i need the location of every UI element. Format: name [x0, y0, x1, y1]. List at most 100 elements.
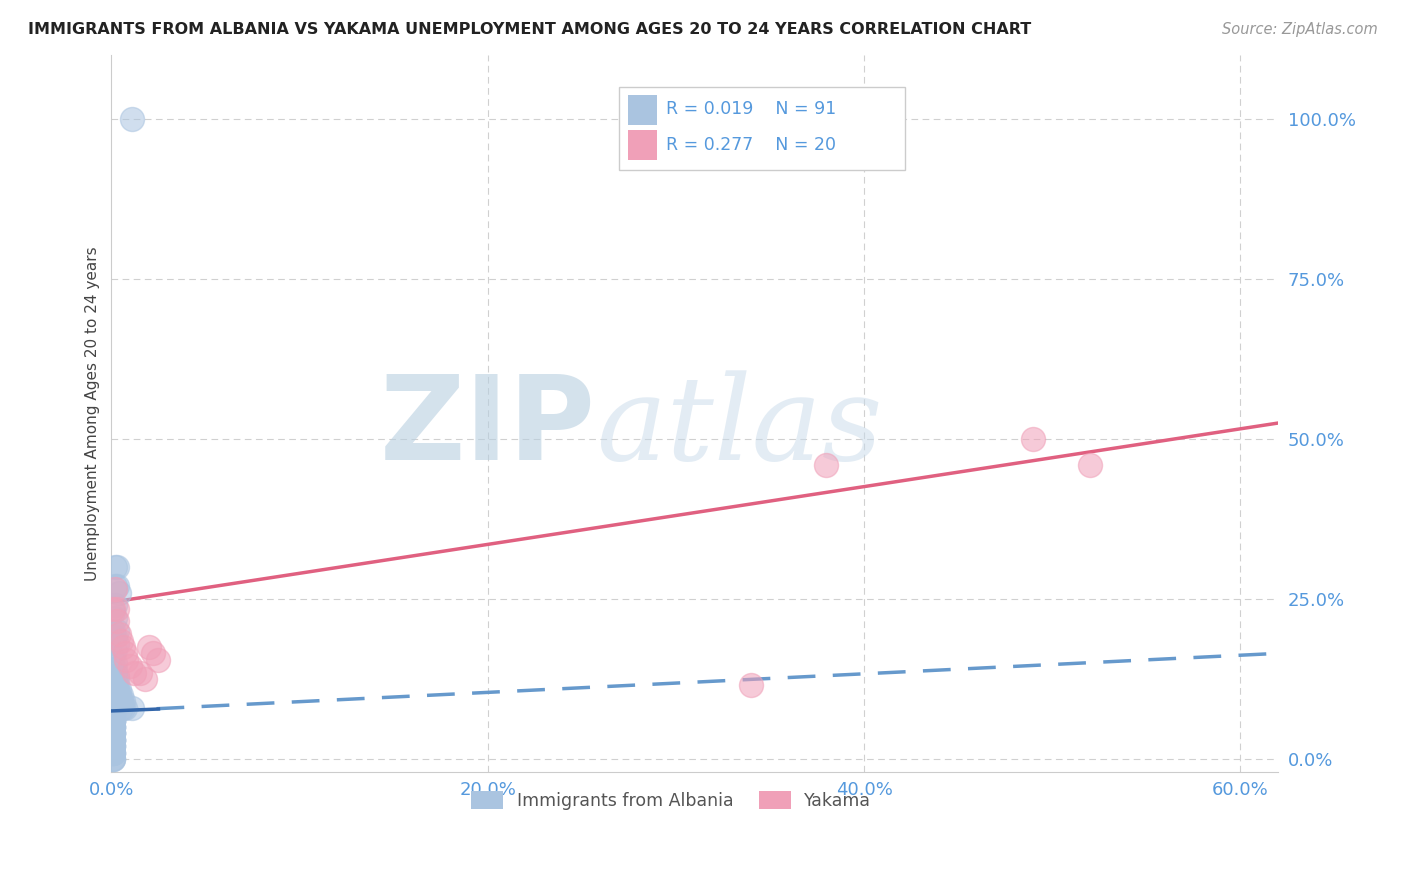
- Point: [103, 726, 125, 740]
- Point: [121, 700, 143, 714]
- Point: [104, 560, 127, 574]
- Point: [103, 720, 125, 734]
- Point: [103, 700, 125, 714]
- Point: [103, 726, 125, 740]
- Point: [103, 720, 125, 734]
- Point: [105, 681, 128, 696]
- Point: [110, 633, 132, 648]
- Point: [103, 714, 125, 728]
- Point: [108, 694, 131, 708]
- Point: [103, 726, 125, 740]
- Point: [114, 700, 136, 714]
- Point: [108, 627, 131, 641]
- Point: [103, 688, 125, 702]
- Point: [103, 732, 125, 747]
- Point: [103, 720, 125, 734]
- Point: [105, 560, 128, 574]
- Point: [103, 739, 125, 753]
- Point: [108, 681, 131, 696]
- Point: [103, 714, 125, 728]
- Point: [111, 700, 134, 714]
- Legend: Immigrants from Albania, Yakama: Immigrants from Albania, Yakama: [464, 784, 879, 817]
- Point: [103, 675, 125, 690]
- Point: [103, 739, 125, 753]
- Point: [103, 624, 125, 638]
- Point: [105, 624, 128, 638]
- Point: [103, 694, 125, 708]
- Point: [103, 714, 125, 728]
- Point: [103, 707, 125, 722]
- Point: [103, 707, 125, 722]
- Point: [111, 694, 134, 708]
- FancyBboxPatch shape: [628, 95, 658, 125]
- Point: [103, 675, 125, 690]
- Point: [103, 707, 125, 722]
- Point: [103, 714, 125, 728]
- Point: [103, 694, 125, 708]
- Point: [103, 694, 125, 708]
- Point: [108, 688, 131, 702]
- Point: [103, 732, 125, 747]
- Point: [103, 746, 125, 760]
- Point: [103, 681, 125, 696]
- Point: [138, 640, 160, 654]
- Point: [103, 739, 125, 753]
- Point: [103, 649, 125, 664]
- Point: [115, 653, 138, 667]
- Point: [103, 688, 125, 702]
- Point: [105, 637, 128, 651]
- Point: [105, 694, 128, 708]
- Point: [104, 675, 127, 690]
- Point: [105, 669, 128, 683]
- Text: ZIP: ZIP: [380, 370, 596, 485]
- Point: [103, 700, 125, 714]
- Point: [103, 752, 125, 766]
- Point: [103, 681, 125, 696]
- Point: [103, 720, 125, 734]
- Point: [103, 720, 125, 734]
- Point: [103, 726, 125, 740]
- Point: [103, 732, 125, 747]
- Point: [815, 458, 838, 472]
- Point: [110, 694, 132, 708]
- Point: [104, 662, 127, 676]
- Point: [103, 746, 125, 760]
- Point: [134, 672, 156, 686]
- Point: [103, 700, 125, 714]
- Point: [120, 659, 142, 673]
- Point: [104, 669, 127, 683]
- Point: [104, 579, 127, 593]
- Point: [103, 732, 125, 747]
- Point: [105, 688, 128, 702]
- Point: [103, 714, 125, 728]
- Point: [105, 675, 128, 690]
- Point: [104, 611, 127, 625]
- Point: [103, 669, 125, 683]
- Point: [103, 605, 125, 619]
- Point: [103, 746, 125, 760]
- Point: [104, 656, 127, 670]
- Point: [104, 643, 127, 657]
- Point: [105, 615, 128, 629]
- Point: [104, 669, 127, 683]
- Point: [142, 646, 165, 660]
- Point: [103, 707, 125, 722]
- Point: [103, 732, 125, 747]
- Y-axis label: Unemployment Among Ages 20 to 24 years: Unemployment Among Ages 20 to 24 years: [86, 246, 100, 581]
- Point: [121, 112, 143, 127]
- FancyBboxPatch shape: [628, 130, 658, 161]
- Point: [103, 662, 125, 676]
- Point: [104, 582, 127, 597]
- Text: Source: ZipAtlas.com: Source: ZipAtlas.com: [1222, 22, 1378, 37]
- Point: [105, 601, 128, 615]
- Point: [103, 739, 125, 753]
- Text: atlas: atlas: [596, 370, 882, 485]
- Point: [148, 653, 170, 667]
- Point: [103, 726, 125, 740]
- Point: [104, 681, 127, 696]
- Point: [740, 678, 762, 692]
- Point: [103, 732, 125, 747]
- Point: [105, 579, 128, 593]
- Point: [103, 694, 125, 708]
- Point: [104, 599, 127, 613]
